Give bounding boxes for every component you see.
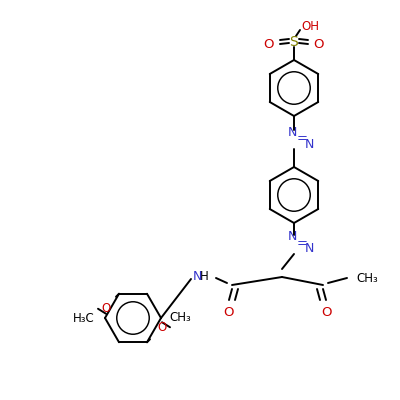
Text: CH₃: CH₃ — [169, 311, 191, 324]
Text: O: O — [314, 38, 324, 52]
Text: =: = — [296, 238, 308, 250]
Text: OH: OH — [301, 20, 319, 32]
Text: O: O — [157, 321, 167, 334]
Text: O: O — [224, 306, 234, 318]
Text: O: O — [321, 306, 331, 318]
Text: =: = — [296, 132, 308, 146]
Text: CH₃: CH₃ — [356, 272, 378, 284]
Text: N: N — [304, 138, 314, 150]
Text: H₃C: H₃C — [73, 312, 95, 325]
Text: O: O — [101, 302, 111, 315]
Text: N: N — [287, 126, 297, 138]
Text: S: S — [290, 35, 298, 49]
Text: N: N — [192, 270, 202, 284]
Text: H: H — [200, 270, 208, 284]
Text: N: N — [287, 230, 297, 244]
Text: N: N — [304, 242, 314, 256]
Text: O: O — [264, 38, 274, 52]
